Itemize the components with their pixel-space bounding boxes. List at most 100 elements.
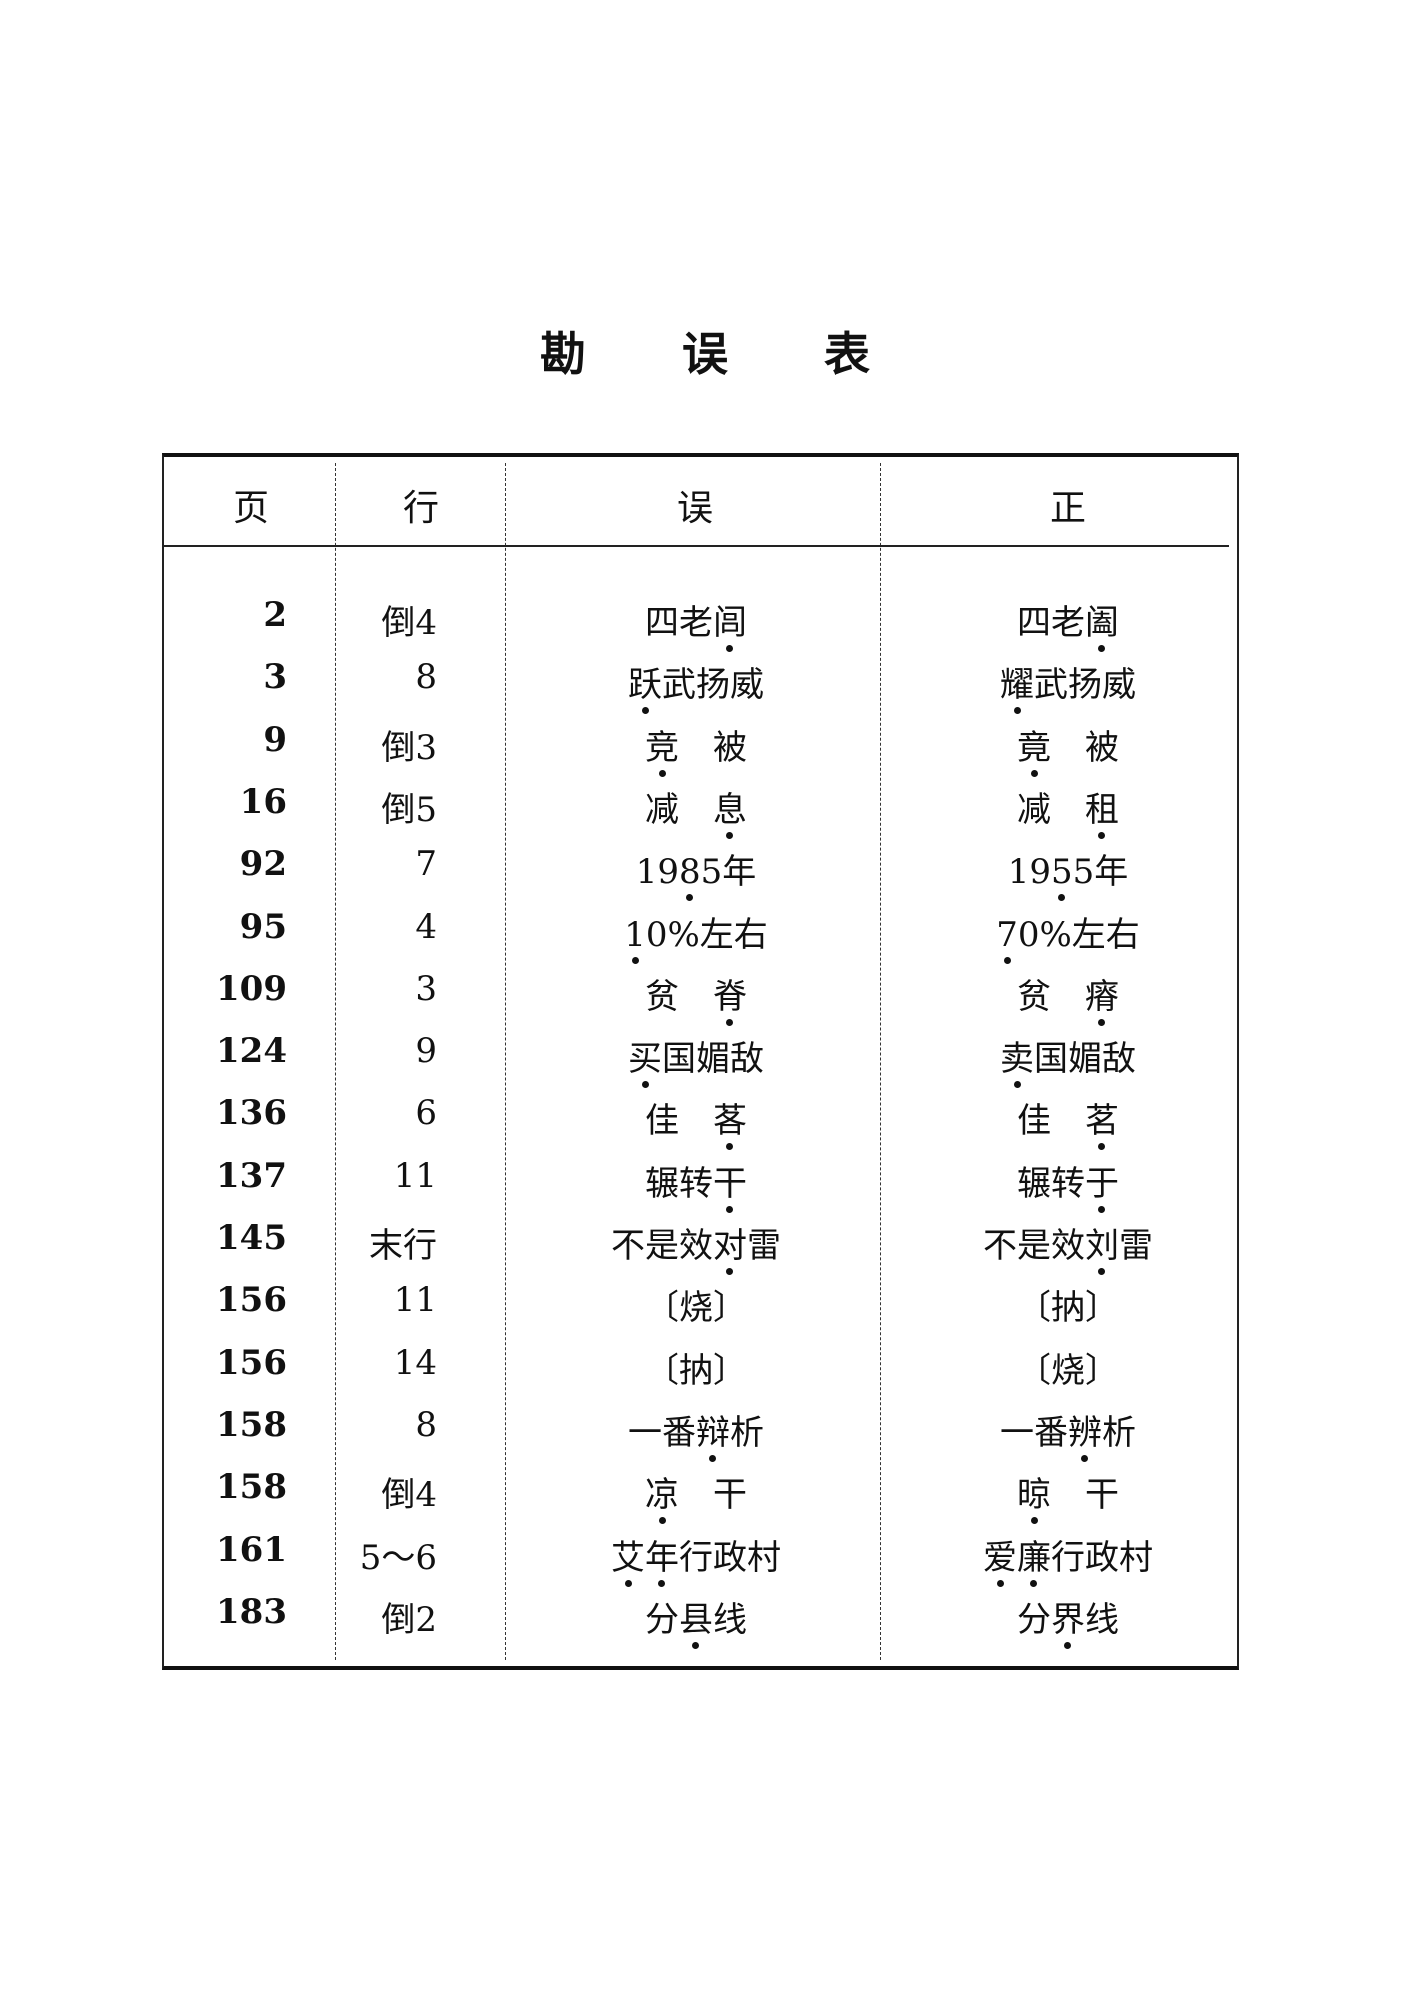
page-number: 16 <box>239 781 287 822</box>
wrong-cell: 佳 茖 <box>516 1093 876 1142</box>
page-number: 3 <box>263 657 287 698</box>
emphasis-dot <box>1098 645 1106 652</box>
emphasis-dot <box>1030 1517 1038 1525</box>
line-number: 11 <box>393 1155 437 1196</box>
wrong-cell: 艾年行政村 <box>516 1530 876 1579</box>
correct-text: 分界线 <box>1017 1599 1119 1640</box>
header-line: 行 <box>402 488 439 529</box>
page-number: 9 <box>263 719 287 760</box>
line-number: 3 <box>415 968 437 1009</box>
correct-cell: 〔抐〕 <box>888 1280 1248 1329</box>
emphasis-dot <box>1098 831 1106 839</box>
emphasis-dot <box>1081 1454 1089 1462</box>
wrong-text: 贫 脊 <box>645 976 747 1017</box>
line-number: 5～6 <box>359 1537 437 1578</box>
line-number: 9 <box>415 1031 437 1072</box>
line-number: 14 <box>393 1342 437 1383</box>
errata-table: 页 行 误 正 2 倒4 四老闾 四老阖 3 8 跃武扬威 耀武扬威 9 倒3 竞 被 竟 被 16 倒5… <box>162 453 1239 1670</box>
wrong-cell: 不是效对雷 <box>516 1218 876 1267</box>
emphasis-dot <box>1098 1205 1106 1213</box>
title-char: 误 <box>682 327 728 381</box>
title-char: 表 <box>824 327 870 381</box>
correct-text: 〔烧〕 <box>1017 1350 1119 1391</box>
emphasis-dot <box>1030 769 1038 777</box>
wrong-text: 分县线 <box>645 1599 747 1640</box>
correct-text: 贫 瘠 <box>1017 976 1119 1017</box>
page-number: 161 <box>216 1529 287 1570</box>
correct-cell: 竟 被 <box>888 720 1248 769</box>
page-number: 2 <box>263 595 287 635</box>
table-row: 156 11 〔烧〕 〔抐〕 <box>164 1272 1237 1334</box>
table-row: 92 7 1985年 1955年 <box>164 836 1237 898</box>
table-row: 16 倒5 减 息 减 租 <box>164 774 1237 836</box>
correct-cell: 爱廉行政村 <box>888 1530 1248 1579</box>
correct-text: 减 租 <box>1017 789 1119 830</box>
correct-cell: 一番辨析 <box>888 1405 1248 1454</box>
header-wrong: 误 <box>676 488 713 529</box>
correct-cell: 不是效刘雷 <box>888 1218 1248 1267</box>
wrong-text: 10%左右 <box>624 914 768 955</box>
wrong-text: 跃武扬威 <box>628 665 764 706</box>
emphasis-dot <box>658 1517 666 1525</box>
correct-cell: 卖国媚敌 <box>888 1031 1248 1080</box>
wrong-cell: 〔抐〕 <box>516 1343 876 1392</box>
wrong-cell: 分县线 <box>516 1592 876 1641</box>
correct-text: 〔抐〕 <box>1017 1288 1119 1329</box>
page-number: 156 <box>216 1342 287 1383</box>
emphasis-dot <box>1098 1018 1106 1026</box>
wrong-text: 艾年行政村 <box>611 1537 781 1578</box>
emphasis-dot <box>631 956 639 964</box>
correct-text: 不是效刘雷 <box>983 1226 1153 1266</box>
wrong-cell: 10%左右 <box>516 907 876 956</box>
correct-cell: 佳 茗 <box>888 1093 1248 1142</box>
wrong-cell: 辗转干 <box>516 1156 876 1205</box>
table-row: 137 11 辗转干 辗转于 <box>164 1148 1237 1210</box>
table-row: 124 9 买国媚敌 卖国媚敌 <box>164 1023 1237 1085</box>
header-divider <box>164 545 1229 547</box>
page-title: 勘 误 表 <box>540 318 870 381</box>
page-number: 156 <box>216 1280 287 1321</box>
emphasis-dot <box>1030 1579 1038 1587</box>
correct-text: 晾 干 <box>1017 1475 1119 1516</box>
line-number: 7 <box>415 844 437 885</box>
page-number: 124 <box>216 1031 287 1072</box>
emphasis-dot <box>1058 894 1066 902</box>
wrong-text: 〔烧〕 <box>645 1288 747 1329</box>
table-row: 161 5～6 艾年行政村 爱廉行政村 <box>164 1522 1237 1584</box>
table-row: 136 6 佳 茖 佳 茗 <box>164 1085 1237 1147</box>
line-number: 末行 <box>369 1226 437 1266</box>
emphasis-dot <box>726 1268 734 1275</box>
page-number: 183 <box>216 1591 287 1632</box>
emphasis-dot <box>1064 1641 1072 1649</box>
correct-cell: 1955年 <box>888 844 1248 893</box>
correct-cell: 70%左右 <box>888 907 1248 956</box>
line-number: 倒5 <box>381 789 437 830</box>
wrong-text: 减 息 <box>645 789 747 830</box>
correct-text: 爱廉行政村 <box>983 1537 1153 1578</box>
wrong-cell: 凉 干 <box>516 1467 876 1516</box>
table-row: 158 8 一番辩析 一番辨析 <box>164 1397 1237 1459</box>
wrong-cell: 跃武扬威 <box>516 657 876 706</box>
page-number: 95 <box>239 906 287 947</box>
wrong-text: 1985年 <box>635 852 757 893</box>
wrong-cell: 贫 脊 <box>516 969 876 1018</box>
header-page: 页 <box>232 488 269 529</box>
column-divider <box>505 463 506 1660</box>
correct-text: 70%左右 <box>996 914 1140 955</box>
page-number: 158 <box>216 1467 287 1508</box>
emphasis-dot <box>709 1454 717 1462</box>
table-row: 183 倒2 分县线 分界线 <box>164 1584 1237 1646</box>
title-char: 勘 <box>540 327 586 381</box>
correct-text: 耀武扬威 <box>1000 665 1136 706</box>
emphasis-dot <box>726 645 734 652</box>
column-divider <box>335 463 336 1660</box>
emphasis-dot <box>658 1579 666 1587</box>
emphasis-dot <box>658 769 666 777</box>
wrong-text: 佳 茖 <box>645 1101 747 1142</box>
wrong-cell: 竞 被 <box>516 720 876 769</box>
table-row: 9 倒3 竞 被 竟 被 <box>164 712 1237 774</box>
correct-cell: 减 租 <box>888 782 1248 831</box>
emphasis-dot <box>1003 956 1011 964</box>
correct-text: 辗转于 <box>1017 1163 1119 1204</box>
wrong-text: 辗转干 <box>645 1163 747 1204</box>
